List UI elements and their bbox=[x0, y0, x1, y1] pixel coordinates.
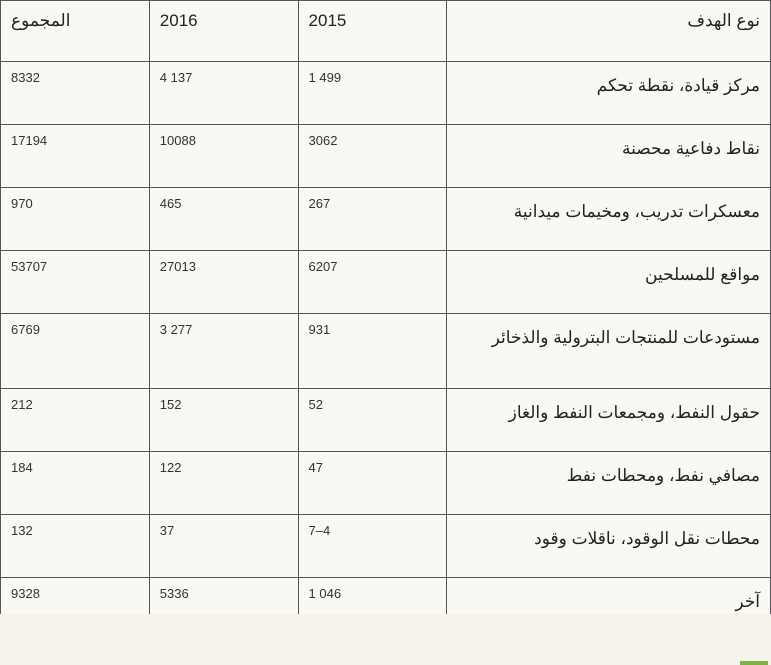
cell-2015: 267 bbox=[298, 188, 447, 251]
cell-2016: 10088 bbox=[149, 125, 298, 188]
table-row: مصافي نفط، ومحطات نفط 47 122 184 bbox=[1, 452, 771, 515]
cell-total: 53707 bbox=[1, 251, 150, 314]
cell-total: 9328 bbox=[1, 578, 150, 615]
cell-target: مركز قيادة، نقطة تحكم bbox=[447, 62, 771, 125]
cell-target: مستودعات للمنتجات البترولية والذخائر bbox=[447, 314, 771, 389]
cell-2015: 7–4 bbox=[298, 515, 447, 578]
cell-2015: 931 bbox=[298, 314, 447, 389]
table-row: مستودعات للمنتجات البترولية والذخائر 931… bbox=[1, 314, 771, 389]
green-accent-mark bbox=[740, 661, 768, 665]
cell-2015: 6207 bbox=[298, 251, 447, 314]
table-row: معسكرات تدريب، ومخيمات ميدانية 267 465 9… bbox=[1, 188, 771, 251]
table-row: مركز قيادة، نقطة تحكم 1 499 4 137 8332 bbox=[1, 62, 771, 125]
cell-target: آخر bbox=[447, 578, 771, 615]
cell-total: 132 bbox=[1, 515, 150, 578]
cell-total: 17194 bbox=[1, 125, 150, 188]
col-header-target: نوع الهدف bbox=[447, 1, 771, 62]
col-header-total: المجموع bbox=[1, 1, 150, 62]
cell-2016: 465 bbox=[149, 188, 298, 251]
table-row: نقاط دفاعية محصنة 3062 10088 17194 bbox=[1, 125, 771, 188]
cell-target: حقول النفط، ومجمعات النفط والغاز bbox=[447, 389, 771, 452]
table-row: مواقع للمسلحين 6207 27013 53707 bbox=[1, 251, 771, 314]
table-row: محطات نقل الوقود، ناقلات وقود 7–4 37 132 bbox=[1, 515, 771, 578]
cell-2015: 1 046 bbox=[298, 578, 447, 615]
cell-target: مصافي نفط، ومحطات نفط bbox=[447, 452, 771, 515]
cell-2015: 3062 bbox=[298, 125, 447, 188]
table-header-row: نوع الهدف 2015 2016 المجموع bbox=[1, 1, 771, 62]
table-row: حقول النفط، ومجمعات النفط والغاز 52 152 … bbox=[1, 389, 771, 452]
data-table: نوع الهدف 2015 2016 المجموع مركز قيادة، … bbox=[0, 0, 771, 614]
cell-2015: 1 499 bbox=[298, 62, 447, 125]
cell-target: مواقع للمسلحين bbox=[447, 251, 771, 314]
cell-2016: 4 137 bbox=[149, 62, 298, 125]
cell-total: 8332 bbox=[1, 62, 150, 125]
col-header-2015: 2015 bbox=[298, 1, 447, 62]
cell-2015: 47 bbox=[298, 452, 447, 515]
cell-total: 184 bbox=[1, 452, 150, 515]
cell-2016: 152 bbox=[149, 389, 298, 452]
cell-2016: 122 bbox=[149, 452, 298, 515]
table-row: آخر 1 046 5336 9328 bbox=[1, 578, 771, 615]
cell-total: 212 bbox=[1, 389, 150, 452]
cell-target: محطات نقل الوقود، ناقلات وقود bbox=[447, 515, 771, 578]
cell-2015: 52 bbox=[298, 389, 447, 452]
cell-2016: 27013 bbox=[149, 251, 298, 314]
cell-2016: 3 277 bbox=[149, 314, 298, 389]
cell-2016: 5336 bbox=[149, 578, 298, 615]
cell-total: 970 bbox=[1, 188, 150, 251]
col-header-2016: 2016 bbox=[149, 1, 298, 62]
cell-target: معسكرات تدريب، ومخيمات ميدانية bbox=[447, 188, 771, 251]
cell-total: 6769 bbox=[1, 314, 150, 389]
cell-target: نقاط دفاعية محصنة bbox=[447, 125, 771, 188]
cell-2016: 37 bbox=[149, 515, 298, 578]
